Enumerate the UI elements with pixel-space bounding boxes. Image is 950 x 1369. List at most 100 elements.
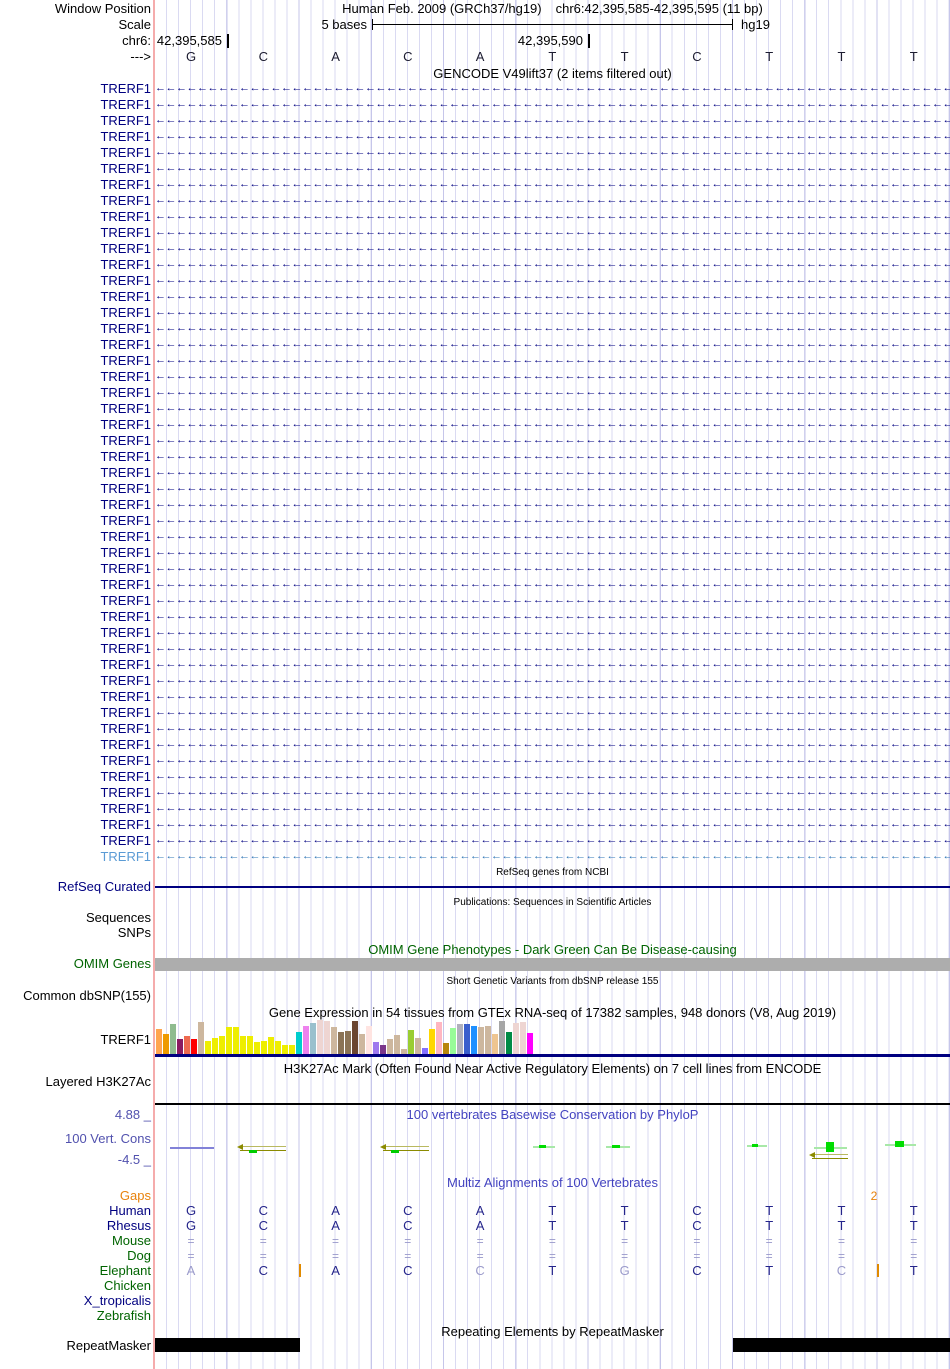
gene-item-label[interactable]: TRERF1: [100, 513, 151, 528]
gene-item-row[interactable]: TRERF1 ←←←←←←←←←←←←←←←←←←←←←←←←←←←←←←←←←←…: [0, 593, 950, 609]
gene-item-row[interactable]: TRERF1 ←←←←←←←←←←←←←←←←←←←←←←←←←←←←←←←←←←…: [0, 673, 950, 689]
gene-item-arrows[interactable]: ←←←←←←←←←←←←←←←←←←←←←←←←←←←←←←←←←←←←←←←←…: [155, 146, 950, 158]
gene-item-arrows[interactable]: ←←←←←←←←←←←←←←←←←←←←←←←←←←←←←←←←←←←←←←←←…: [155, 290, 950, 302]
gene-item-arrows[interactable]: ←←←←←←←←←←←←←←←←←←←←←←←←←←←←←←←←←←←←←←←←…: [155, 642, 950, 654]
gtex-tissue-bar[interactable]: [260, 1041, 267, 1054]
gene-item-label[interactable]: TRERF1: [100, 769, 151, 784]
gene-item-arrows[interactable]: ←←←←←←←←←←←←←←←←←←←←←←←←←←←←←←←←←←←←←←←←…: [155, 578, 950, 590]
gtex-tissue-bar[interactable]: [288, 1045, 295, 1054]
track-title-refseq[interactable]: RefSeq genes from NCBI: [496, 867, 609, 878]
gene-item-arrows[interactable]: ←←←←←←←←←←←←←←←←←←←←←←←←←←←←←←←←←←←←←←←←…: [155, 82, 950, 94]
gene-item-row[interactable]: TRERF1 ←←←←←←←←←←←←←←←←←←←←←←←←←←←←←←←←←←…: [0, 113, 950, 129]
gene-item-label[interactable]: TRERF1: [100, 305, 151, 320]
gtex-tissue-bar[interactable]: [449, 1028, 456, 1054]
gene-item-label[interactable]: TRERF1: [100, 337, 151, 352]
gene-item-row[interactable]: TRERF1 ←←←←←←←←←←←←←←←←←←←←←←←←←←←←←←←←←←…: [0, 481, 950, 497]
gene-item-row[interactable]: TRERF1 ←←←←←←←←←←←←←←←←←←←←←←←←←←←←←←←←←←…: [0, 193, 950, 209]
gene-item-arrows[interactable]: ←←←←←←←←←←←←←←←←←←←←←←←←←←←←←←←←←←←←←←←←…: [155, 802, 950, 814]
gene-item-row[interactable]: TRERF1 ←←←←←←←←←←←←←←←←←←←←←←←←←←←←←←←←←←…: [0, 97, 950, 113]
gene-item-arrows[interactable]: ←←←←←←←←←←←←←←←←←←←←←←←←←←←←←←←←←←←←←←←←…: [155, 626, 950, 638]
gene-item-label[interactable]: TRERF1: [100, 145, 151, 160]
repeat-element-bar[interactable]: [733, 1338, 950, 1352]
gtex-tissue-bar[interactable]: [169, 1024, 176, 1054]
gene-item-label[interactable]: TRERF1: [100, 833, 151, 848]
gene-item-label[interactable]: TRERF1: [100, 481, 151, 496]
gtex-tissue-bar[interactable]: [225, 1027, 232, 1054]
gtex-tissue-bar[interactable]: [253, 1042, 260, 1054]
gene-item-arrows[interactable]: ←←←←←←←←←←←←←←←←←←←←←←←←←←←←←←←←←←←←←←←←…: [155, 130, 950, 142]
gene-item-row[interactable]: TRERF1 ←←←←←←←←←←←←←←←←←←←←←←←←←←←←←←←←←←…: [0, 849, 950, 865]
track-label-snps[interactable]: SNPs: [117, 925, 151, 940]
species-label-chicken[interactable]: Chicken: [104, 1278, 151, 1293]
gene-item-arrows[interactable]: ←←←←←←←←←←←←←←←←←←←←←←←←←←←←←←←←←←←←←←←←…: [155, 498, 950, 510]
gene-item-arrows[interactable]: ←←←←←←←←←←←←←←←←←←←←←←←←←←←←←←←←←←←←←←←←…: [155, 354, 950, 366]
gene-item-label[interactable]: TRERF1: [100, 257, 151, 272]
gene-item-arrows[interactable]: ←←←←←←←←←←←←←←←←←←←←←←←←←←←←←←←←←←←←←←←←…: [155, 402, 950, 414]
gene-item-arrows[interactable]: ←←←←←←←←←←←←←←←←←←←←←←←←←←←←←←←←←←←←←←←←…: [155, 658, 950, 670]
gtex-tissue-bar[interactable]: [484, 1026, 491, 1054]
gene-item-arrows[interactable]: ←←←←←←←←←←←←←←←←←←←←←←←←←←←←←←←←←←←←←←←←…: [155, 178, 950, 190]
gene-item-row[interactable]: TRERF1 ←←←←←←←←←←←←←←←←←←←←←←←←←←←←←←←←←←…: [0, 353, 950, 369]
gene-item-row[interactable]: TRERF1 ←←←←←←←←←←←←←←←←←←←←←←←←←←←←←←←←←←…: [0, 337, 950, 353]
gtex-tissue-bar[interactable]: [365, 1026, 372, 1054]
gene-item-arrows[interactable]: ←←←←←←←←←←←←←←←←←←←←←←←←←←←←←←←←←←←←←←←←…: [155, 546, 950, 558]
gene-item-arrows[interactable]: ←←←←←←←←←←←←←←←←←←←←←←←←←←←←←←←←←←←←←←←←…: [155, 562, 950, 574]
gene-item-arrows[interactable]: ←←←←←←←←←←←←←←←←←←←←←←←←←←←←←←←←←←←←←←←←…: [155, 386, 950, 398]
species-label-x_tropicalis[interactable]: X_tropicalis: [83, 1293, 151, 1308]
gene-item-arrows[interactable]: ←←←←←←←←←←←←←←←←←←←←←←←←←←←←←←←←←←←←←←←←…: [155, 434, 950, 446]
gene-item-arrows[interactable]: ←←←←←←←←←←←←←←←←←←←←←←←←←←←←←←←←←←←←←←←←…: [155, 786, 950, 798]
gene-item-arrows[interactable]: ←←←←←←←←←←←←←←←←←←←←←←←←←←←←←←←←←←←←←←←←…: [155, 258, 950, 270]
gtex-tissue-bar[interactable]: [274, 1041, 281, 1054]
gtex-tissue-bar[interactable]: [176, 1039, 183, 1054]
gene-item-arrows[interactable]: ←←←←←←←←←←←←←←←←←←←←←←←←←←←←←←←←←←←←←←←←…: [155, 226, 950, 238]
gene-item-label[interactable]: TRERF1: [100, 449, 151, 464]
gene-item-row[interactable]: TRERF1 ←←←←←←←←←←←←←←←←←←←←←←←←←←←←←←←←←←…: [0, 561, 950, 577]
track-title-h3k27ac[interactable]: H3K27Ac Mark (Often Found Near Active Re…: [283, 1061, 822, 1076]
gene-item-label[interactable]: TRERF1: [100, 817, 151, 832]
gene-item-row[interactable]: TRERF1 ←←←←←←←←←←←←←←←←←←←←←←←←←←←←←←←←←←…: [0, 705, 950, 721]
gene-item-arrows[interactable]: ←←←←←←←←←←←←←←←←←←←←←←←←←←←←←←←←←←←←←←←←…: [155, 674, 950, 686]
gene-item-arrows[interactable]: ←←←←←←←←←←←←←←←←←←←←←←←←←←←←←←←←←←←←←←←←…: [155, 450, 950, 462]
gene-item-row[interactable]: TRERF1 ←←←←←←←←←←←←←←←←←←←←←←←←←←←←←←←←←←…: [0, 801, 950, 817]
gtex-tissue-bar[interactable]: [309, 1023, 316, 1054]
gtex-tissue-bar[interactable]: [512, 1023, 519, 1054]
gtex-tissue-bar[interactable]: [456, 1024, 463, 1054]
repeat-element-bar[interactable]: [155, 1338, 300, 1352]
gene-item-arrows[interactable]: ←←←←←←←←←←←←←←←←←←←←←←←←←←←←←←←←←←←←←←←←…: [155, 530, 950, 542]
gene-item-row[interactable]: TRERF1 ←←←←←←←←←←←←←←←←←←←←←←←←←←←←←←←←←←…: [0, 641, 950, 657]
gtex-tissue-bar[interactable]: [526, 1033, 533, 1054]
gene-item-label[interactable]: TRERF1: [100, 241, 151, 256]
gene-item-row[interactable]: TRERF1 ←←←←←←←←←←←←←←←←←←←←←←←←←←←←←←←←←←…: [0, 769, 950, 785]
gene-item-label[interactable]: TRERF1: [100, 801, 151, 816]
gene-item-row[interactable]: TRERF1 ←←←←←←←←←←←←←←←←←←←←←←←←←←←←←←←←←←…: [0, 209, 950, 225]
gtex-tissue-bar[interactable]: [519, 1022, 526, 1054]
gtex-tissue-bar[interactable]: [344, 1031, 351, 1054]
gtex-tissue-bar[interactable]: [239, 1036, 246, 1054]
gtex-tissue-bar[interactable]: [498, 1021, 505, 1054]
gtex-tissue-bar[interactable]: [190, 1039, 197, 1054]
track-title-publications[interactable]: Publications: Sequences in Scientific Ar…: [453, 897, 652, 908]
gene-item-row[interactable]: TRERF1 ←←←←←←←←←←←←←←←←←←←←←←←←←←←←←←←←←←…: [0, 161, 950, 177]
species-label-gaps[interactable]: Gaps: [119, 1188, 151, 1203]
gene-item-row[interactable]: TRERF1 ←←←←←←←←←←←←←←←←←←←←←←←←←←←←←←←←←←…: [0, 577, 950, 593]
track-title-omim[interactable]: OMIM Gene Phenotypes - Dark Green Can Be…: [368, 942, 737, 957]
gtex-tissue-bar[interactable]: [295, 1032, 302, 1054]
gene-item-label[interactable]: TRERF1: [100, 609, 151, 624]
gene-item-label[interactable]: TRERF1: [100, 593, 151, 608]
gene-item-row[interactable]: TRERF1 ←←←←←←←←←←←←←←←←←←←←←←←←←←←←←←←←←←…: [0, 545, 950, 561]
gene-item-row[interactable]: TRERF1 ←←←←←←←←←←←←←←←←←←←←←←←←←←←←←←←←←←…: [0, 721, 950, 737]
species-label-human[interactable]: Human: [109, 1203, 151, 1218]
gene-item-row[interactable]: TRERF1 ←←←←←←←←←←←←←←←←←←←←←←←←←←←←←←←←←←…: [0, 273, 950, 289]
refseq-curated-item[interactable]: [155, 886, 950, 888]
gene-item-row[interactable]: TRERF1 ←←←←←←←←←←←←←←←←←←←←←←←←←←←←←←←←←←…: [0, 385, 950, 401]
gtex-tissue-bar[interactable]: [330, 1027, 337, 1054]
gtex-tissue-bar[interactable]: [204, 1041, 211, 1054]
gene-item-row[interactable]: TRERF1 ←←←←←←←←←←←←←←←←←←←←←←←←←←←←←←←←←←…: [0, 609, 950, 625]
gtex-tissue-bar[interactable]: [435, 1022, 442, 1054]
gtex-tissue-bar[interactable]: [400, 1049, 407, 1054]
gene-item-row[interactable]: TRERF1 ←←←←←←←←←←←←←←←←←←←←←←←←←←←←←←←←←←…: [0, 833, 950, 849]
species-label-dog[interactable]: Dog: [127, 1248, 151, 1263]
gtex-tissue-bar[interactable]: [246, 1036, 253, 1054]
gene-item-arrows[interactable]: ←←←←←←←←←←←←←←←←←←←←←←←←←←←←←←←←←←←←←←←←…: [155, 482, 950, 494]
gtex-tissue-bar[interactable]: [155, 1029, 162, 1054]
